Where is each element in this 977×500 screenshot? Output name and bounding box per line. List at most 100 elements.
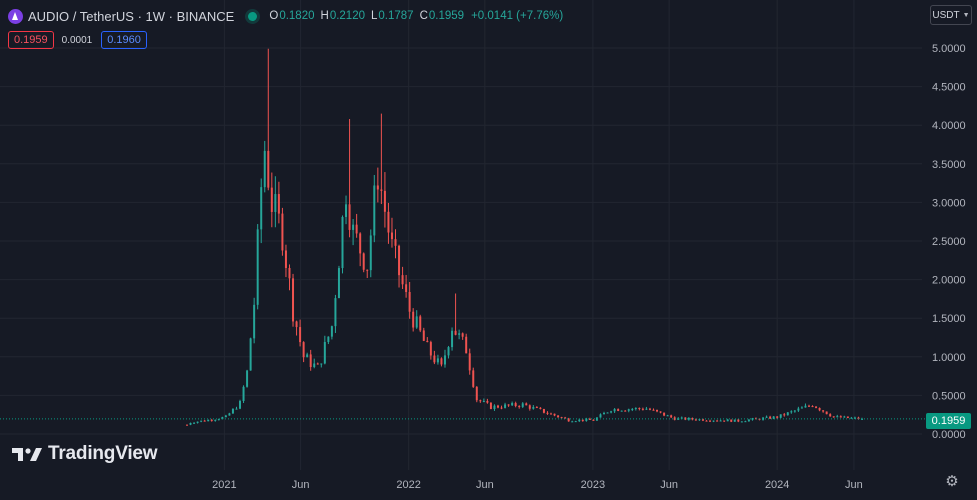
- gear-icon[interactable]: ⚙: [945, 473, 959, 490]
- price-tick-label: 2.0000: [932, 275, 966, 287]
- candle-body: [694, 419, 697, 421]
- time-tick-label: 2023: [581, 479, 605, 491]
- candle-body: [242, 386, 245, 401]
- candle-body: [345, 204, 348, 217]
- candle-body: [359, 233, 362, 254]
- candle-body: [701, 419, 704, 421]
- tradingview-logo[interactable]: TradingView: [12, 443, 158, 465]
- candle-body: [366, 269, 369, 271]
- price-axis[interactable]: 5.0000 4.5000 4.0000 3.5000 3.0000 2.5000 2.00…: [932, 43, 966, 441]
- candle-body: [762, 417, 765, 420]
- candle-body: [465, 336, 468, 354]
- candle-body: [217, 419, 220, 421]
- candle-body: [641, 408, 644, 410]
- candle-body: [553, 413, 556, 416]
- candle-body: [825, 411, 828, 415]
- sell-button[interactable]: 0.1959: [8, 31, 54, 49]
- candle-body: [288, 267, 291, 279]
- candle-body: [511, 403, 514, 406]
- candle-body: [765, 416, 768, 418]
- candle-body: [454, 330, 457, 335]
- time-tick-label: 2024: [765, 479, 789, 491]
- audio-coin-icon[interactable]: [8, 8, 23, 24]
- candle-body: [776, 416, 779, 418]
- candle-body: [783, 414, 786, 416]
- candle-body: [797, 408, 800, 411]
- candle-body: [493, 405, 496, 409]
- chevron-down-icon: ▼: [962, 11, 970, 19]
- candle-body: [719, 420, 722, 422]
- candle-body: [426, 340, 429, 343]
- candle-body: [429, 342, 432, 356]
- candle-body: [228, 413, 231, 416]
- candle-body: [295, 321, 298, 328]
- candle-body: [196, 421, 199, 423]
- candle-series: [186, 48, 863, 426]
- price-tick-label: 3.0000: [932, 197, 966, 209]
- candle-body: [857, 417, 860, 420]
- time-tick-label: 2022: [396, 479, 420, 491]
- candle-body: [316, 363, 319, 365]
- candle-body: [779, 414, 782, 418]
- candle-body: [412, 311, 415, 328]
- candle-body: [376, 185, 379, 190]
- candle-body: [634, 407, 637, 410]
- candle-body: [744, 421, 747, 423]
- candle-body: [574, 421, 577, 423]
- open-key: O: [269, 10, 279, 22]
- candle-body: [846, 416, 849, 418]
- candle-body: [323, 341, 326, 364]
- candle-body: [811, 406, 814, 408]
- candle-body: [850, 417, 853, 419]
- candle-body: [613, 409, 616, 412]
- candle-body: [638, 407, 641, 409]
- candle-body: [231, 408, 234, 414]
- candle-body: [472, 370, 475, 387]
- candle-body: [709, 420, 712, 422]
- candle-body: [500, 407, 503, 409]
- candle-body: [832, 416, 835, 418]
- candle-body: [390, 232, 393, 240]
- candle-body: [772, 416, 775, 419]
- candle-body: [362, 253, 365, 270]
- time-axis[interactable]: 2021 Jun 2022 Jun 2023 Jun 2024 Jun: [212, 479, 863, 491]
- candle-body: [659, 411, 662, 413]
- candle-body: [200, 420, 203, 422]
- candle-body: [528, 405, 531, 409]
- candle-body: [680, 417, 683, 419]
- candle-body: [408, 291, 411, 312]
- candle-body: [207, 419, 210, 422]
- buy-button[interactable]: 0.1960: [101, 31, 147, 49]
- candle-body: [836, 416, 839, 418]
- candle-body: [606, 412, 609, 414]
- candle-body: [691, 417, 694, 420]
- high-value: 0.2120: [329, 10, 365, 22]
- candle-body: [277, 194, 280, 214]
- candle-body: [440, 358, 443, 365]
- candle-body: [518, 406, 521, 408]
- price-tick-label: 5.0000: [932, 43, 966, 55]
- close-key: C: [419, 10, 428, 22]
- candle-body: [578, 419, 581, 422]
- candle-body: [186, 424, 188, 426]
- currency-select[interactable]: USDT ▼: [930, 5, 972, 25]
- candle-body: [769, 416, 772, 419]
- candle-body: [627, 409, 630, 411]
- candle-body: [800, 407, 803, 409]
- candle-body: [267, 150, 270, 188]
- candle-body: [274, 194, 277, 212]
- time-tick-label: Jun: [292, 479, 310, 491]
- low-value: 0.1787: [378, 10, 414, 22]
- candle-body: [656, 409, 659, 412]
- candle-body: [260, 187, 263, 230]
- candle-body: [603, 412, 606, 415]
- symbol-title[interactable]: AUDIO / TetherUS · 1W · BINANCE: [28, 8, 235, 24]
- candle-body: [532, 407, 535, 409]
- candle-body: [712, 420, 715, 422]
- candle-body: [550, 413, 553, 415]
- candle-body: [737, 419, 740, 422]
- candle-body: [235, 408, 238, 410]
- price-tick-label: 1.0000: [932, 352, 966, 364]
- candle-body: [567, 418, 570, 422]
